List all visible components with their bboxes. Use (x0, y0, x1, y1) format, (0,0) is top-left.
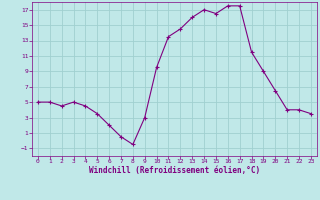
X-axis label: Windchill (Refroidissement éolien,°C): Windchill (Refroidissement éolien,°C) (89, 166, 260, 175)
